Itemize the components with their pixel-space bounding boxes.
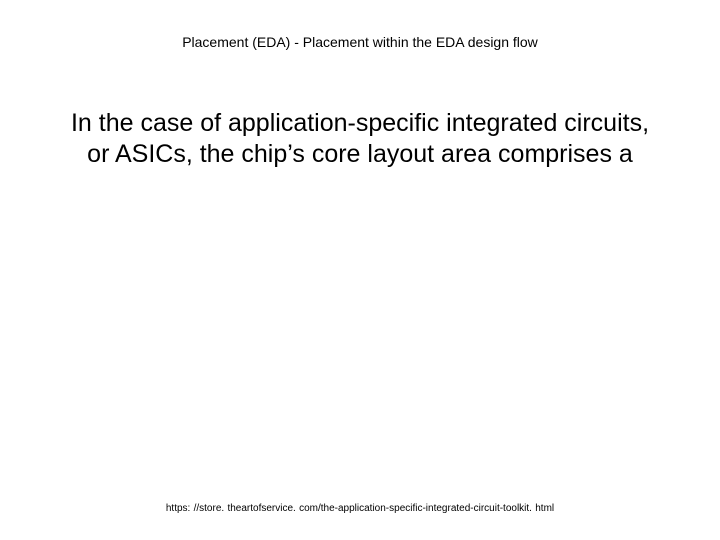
slide-title: Placement (EDA) - Placement within the E… xyxy=(0,34,720,50)
slide-footer-url: https: //store. theartofservice. com/the… xyxy=(0,503,720,514)
slide-container: Placement (EDA) - Placement within the E… xyxy=(0,0,720,540)
slide-body-text: In the case of application-specific inte… xyxy=(70,108,650,169)
